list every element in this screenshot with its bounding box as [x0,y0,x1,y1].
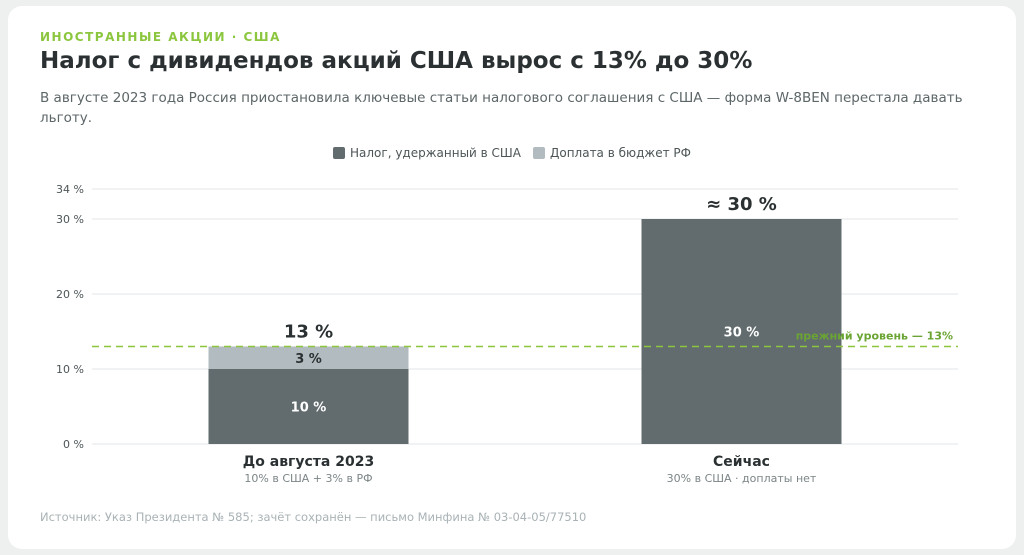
y-tick-label: 30 % [56,213,84,226]
bar-value-label: 10 % [291,401,327,416]
chart-subtitle: В августе 2023 года Россия приостановила… [40,90,963,126]
x-category-label: До августа 2023 [243,454,374,470]
bar-total-label: ≈ 30 % [706,194,777,215]
legend-item-us-tax: Налог, удержанный в США [333,146,521,160]
y-tick-label: 10 % [56,363,84,376]
legend-label-rf-extra: Доплата в бюджет РФ [549,146,691,160]
x-category-label: Сейчас [713,454,770,470]
source-note: Источник: Указ Президента № 585; зачёт с… [40,510,587,524]
bar-value-label: 3 % [295,352,322,367]
legend-swatch-us-tax [333,147,345,159]
bar-segment [208,346,409,369]
x-category-note: 30% в США · доплаты нет [667,472,817,485]
bar-segment [641,219,842,444]
legend-item-rf-extra: Доплата в бюджет РФ [532,146,691,160]
bar-segment [208,369,409,444]
kicker: ИНОСТРАННЫЕ АКЦИИ · США [40,30,281,44]
legend-label-us-tax: Налог, удержанный в США [350,146,521,160]
bar-value-label: 30 % [724,326,760,341]
chart-title: Налог с дивидендов акций США вырос с 13%… [40,48,753,74]
legend: Налог, удержанный в США Доплата в бюджет… [8,146,1016,160]
y-tick-label: 34 % [56,183,84,196]
legend-swatch-rf-extra [532,147,545,159]
y-tick-label: 0 % [63,438,84,451]
chart-card: ИНОСТРАННЫЕ АКЦИИ · США Налог с дивиденд… [8,6,1016,549]
x-category-note: 10% в США + 3% в РФ [244,472,372,485]
bar-total-label: 13 % [284,322,333,343]
reference-line-label: прежний уровень — 13% [796,330,953,343]
y-tick-label: 20 % [56,288,84,301]
